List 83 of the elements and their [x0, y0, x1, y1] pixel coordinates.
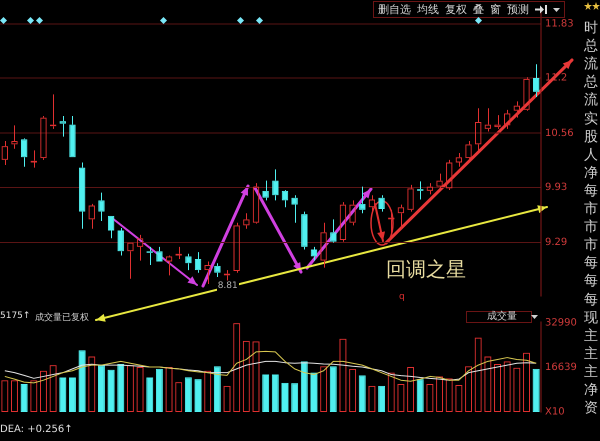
bar	[416, 379, 424, 412]
y-tick-label: 11.83	[545, 18, 574, 30]
bar	[117, 364, 124, 412]
annotation: 窗	[490, 2, 501, 17]
text: 资	[584, 400, 598, 416]
text: 每	[584, 292, 598, 308]
y-tick-label: 10.56	[545, 128, 574, 139]
text: 流	[584, 56, 598, 72]
annotation: 复权	[445, 2, 467, 17]
annotation: 删自选	[378, 2, 411, 17]
candlestick	[118, 227, 124, 256]
bar	[532, 368, 540, 412]
bar	[282, 382, 288, 412]
text: 股	[584, 128, 598, 145]
candlestick	[262, 180, 269, 201]
y-tick-label: X10	[545, 406, 565, 418]
candlestick	[69, 115, 76, 158]
y-tick-label: 9.93	[545, 182, 568, 194]
text: 人	[584, 146, 598, 163]
candlestick	[301, 211, 308, 250]
bar	[330, 366, 337, 412]
candlestick	[378, 194, 385, 212]
annotation: 叠	[473, 2, 484, 17]
candlestick	[98, 192, 105, 222]
text: 市	[584, 237, 598, 254]
annotation: 8.81	[216, 280, 239, 291]
candlestick	[272, 168, 279, 201]
text: 总	[584, 74, 598, 90]
text: 总	[584, 38, 598, 54]
text: 时	[584, 20, 598, 36]
text: 每	[584, 273, 598, 290]
text: 净	[584, 164, 598, 181]
text: 每	[584, 255, 598, 272]
bar	[78, 350, 86, 412]
candlestick	[185, 253, 192, 271]
candlestick	[60, 115, 66, 138]
chart-title: 成交量已复权	[35, 312, 89, 324]
text: 净	[584, 382, 598, 398]
bar	[214, 366, 221, 412]
candlestick	[359, 186, 366, 214]
annotation: q	[399, 292, 405, 302]
bar	[358, 375, 366, 412]
bar	[108, 370, 115, 412]
candlestick	[214, 262, 221, 278]
bar	[156, 368, 163, 412]
text: 现	[584, 310, 598, 326]
candlestick	[532, 64, 540, 98]
bar	[20, 384, 28, 412]
annotation: 成交量	[466, 311, 532, 323]
bar	[378, 386, 386, 412]
text: 市	[584, 219, 598, 236]
bar	[146, 378, 154, 412]
bar	[59, 378, 66, 412]
bar	[300, 361, 308, 412]
text: 市	[584, 201, 598, 217]
bar	[272, 374, 279, 412]
y-tick-label: 32990	[545, 318, 577, 329]
bar	[310, 372, 318, 412]
bar	[291, 383, 298, 412]
text: 主	[584, 328, 598, 344]
bar	[262, 374, 270, 412]
text: 主	[584, 346, 598, 362]
y-tick-label: 9.29	[545, 237, 568, 248]
text: 实	[584, 110, 598, 126]
annotation: 预测	[507, 2, 529, 17]
text: 流	[584, 92, 598, 108]
annotation: 均线	[417, 2, 439, 17]
bar	[68, 378, 76, 412]
bar	[98, 365, 105, 412]
y-tick-label: 16639	[545, 362, 577, 373]
candlestick	[20, 138, 28, 168]
bar	[184, 377, 192, 412]
candlestick	[291, 194, 298, 224]
candlestick	[310, 246, 318, 262]
text: 每	[584, 182, 598, 199]
candlestick	[108, 216, 114, 239]
text: 5175↑	[0, 311, 30, 321]
candlestick	[78, 162, 86, 230]
text: 主	[584, 364, 598, 380]
candlestick	[282, 190, 288, 208]
bar	[194, 379, 202, 412]
annotation: 回调之星	[386, 256, 466, 283]
text: DEA: +0.256↑	[0, 424, 73, 435]
